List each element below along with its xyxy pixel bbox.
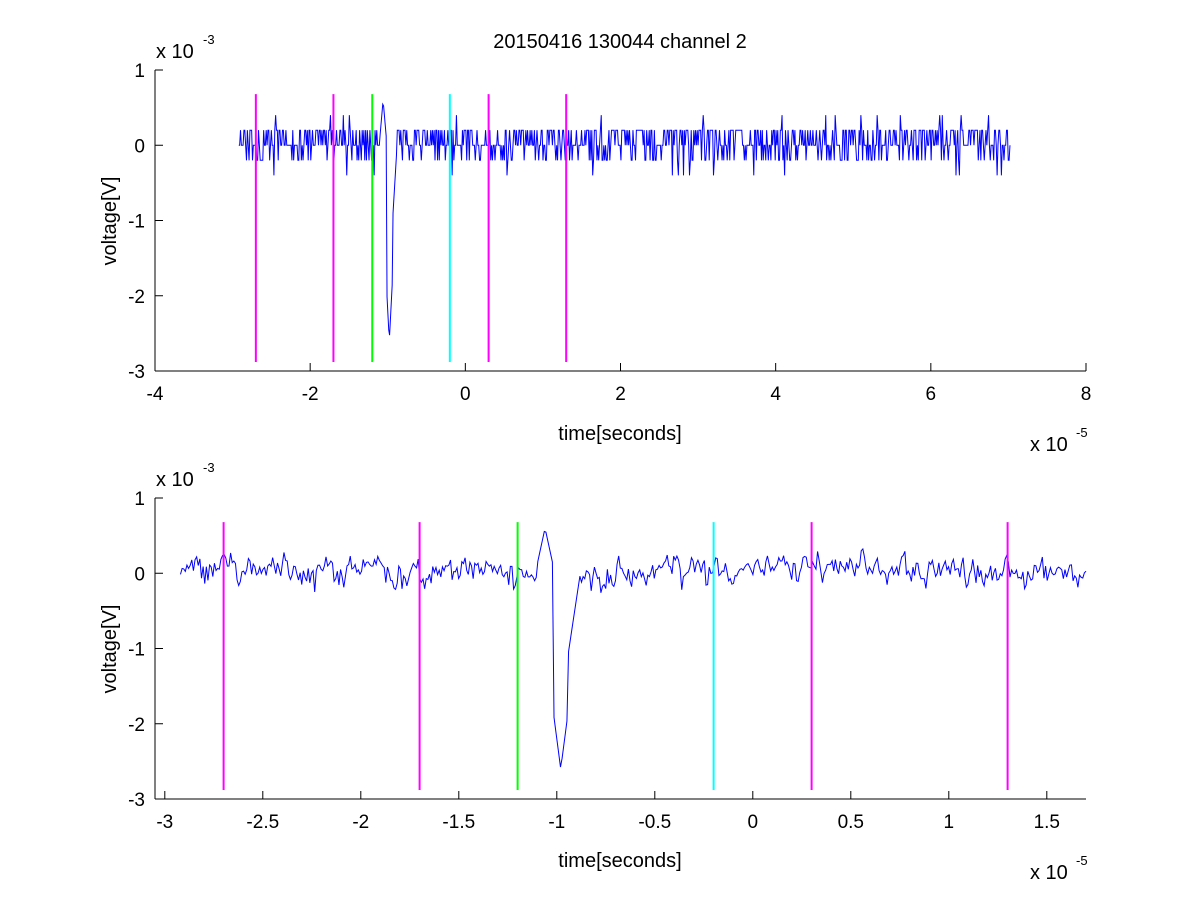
x-axis-label: time[seconds]	[558, 423, 681, 445]
x-multiplier-base: x 10	[1030, 862, 1068, 884]
x-tick-label: -0.5	[638, 812, 671, 833]
x-tick-label: 0	[460, 384, 471, 405]
y-axis-label: voltage[V]	[99, 177, 121, 266]
y-tick-label: -3	[128, 362, 145, 383]
bottom-subplot: x 10 -3 voltage[V] time[seconds] x 10 -5…	[99, 460, 1088, 884]
y-tick-label: 1	[134, 489, 145, 510]
y-tick-label: -1	[128, 640, 145, 661]
x-tick-label: 1	[944, 812, 955, 833]
x-tick-label: 0	[748, 812, 759, 833]
x-tick-label: 4	[770, 384, 781, 405]
y-multiplier-base: x 10	[156, 41, 194, 63]
x-tick-label: -3	[156, 812, 173, 833]
y-tick-label: -2	[128, 287, 145, 308]
y-axis-label: voltage[V]	[99, 605, 121, 694]
y-tick-label: -1	[128, 212, 145, 233]
x-tick-label: -1.5	[442, 812, 475, 833]
x-tick-label: -2	[302, 384, 319, 405]
y-tick-label: 0	[134, 136, 145, 157]
x-multiplier-base: x 10	[1030, 434, 1068, 456]
x-tick-label: 1.5	[1034, 812, 1060, 833]
x-tick-label: 8	[1081, 384, 1092, 405]
y-multiplier-base: x 10	[156, 469, 194, 491]
x-axis-label: time[seconds]	[558, 850, 681, 872]
y-tick-label: -3	[128, 790, 145, 811]
x-tick-label: 2	[615, 384, 626, 405]
x-tick-label: 6	[926, 384, 937, 405]
x-tick-label: -2.5	[246, 812, 279, 833]
x-tick-label: -2	[352, 812, 369, 833]
x-multiplier-exponent: -5	[1076, 853, 1088, 868]
y-multiplier-exponent: -3	[203, 32, 215, 47]
x-tick-label: 0.5	[838, 812, 864, 833]
y-tick-label: 0	[134, 564, 145, 585]
y-tick-label: -2	[128, 715, 145, 736]
x-tick-label: -4	[147, 384, 164, 405]
x-tick-label: -1	[548, 812, 565, 833]
signal-trace	[179, 530, 1087, 768]
y-tick-label: 1	[134, 61, 145, 82]
x-multiplier-exponent: -5	[1076, 425, 1088, 440]
signal-trace	[238, 102, 1011, 336]
y-multiplier-exponent: -3	[203, 460, 215, 475]
top-subplot: 20150416 130044 channel 2 x 10 -3 voltag…	[99, 31, 1091, 456]
chart-title: 20150416 130044 channel 2	[493, 31, 747, 53]
